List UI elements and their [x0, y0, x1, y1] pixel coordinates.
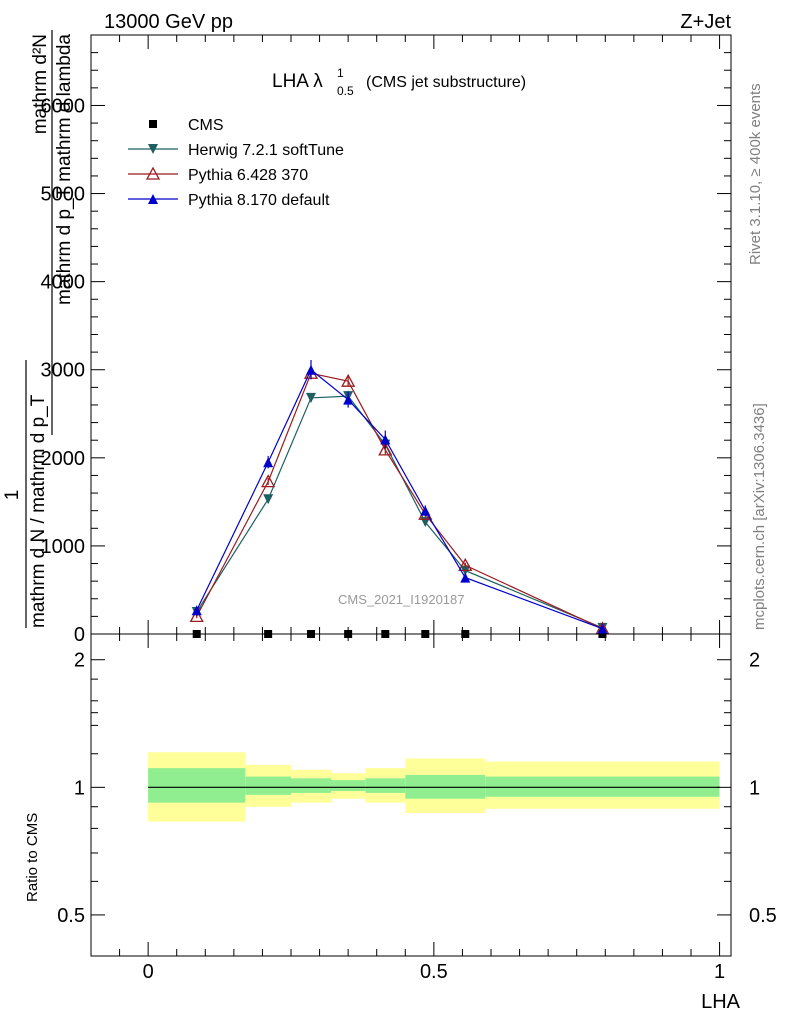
data-point — [420, 505, 431, 516]
main-ylabel: mathrm d²N mathrm d p_T mathrm d lambda … — [2, 30, 75, 628]
data-point — [306, 392, 316, 403]
legend-marker — [148, 194, 158, 204]
data-point — [263, 494, 274, 505]
legend-label: CMS — [188, 117, 224, 134]
ylabel-prefactor-bottom: mathrm d N / mathrm d p_T — [28, 394, 49, 628]
rivet-label: Rivet 3.1.10, ≥ 400k events — [747, 83, 764, 265]
series-line — [196, 368, 603, 630]
ratio-ytick-label-right: 1 — [749, 777, 760, 799]
ratio-xtick-label: 1 — [714, 961, 725, 983]
data-point — [263, 457, 274, 468]
data-point — [189, 609, 204, 623]
ratio-xtick-label: 0 — [143, 961, 154, 983]
legend-label: Pythia 6.428 370 — [188, 167, 308, 184]
data-point — [378, 442, 393, 456]
ratio-ytick-label-right: 2 — [749, 650, 760, 672]
main-ytick-label: 2000 — [41, 448, 86, 470]
series-3 — [191, 360, 608, 634]
chart-title: LHA λ — [272, 71, 323, 92]
legend-marker — [148, 144, 158, 154]
data-point — [460, 572, 471, 583]
ratio-ylabel: Ratio to CMS — [24, 813, 41, 902]
data-point — [597, 623, 608, 634]
ratio-frame — [90, 633, 732, 957]
legend-item: Herwig 7.2.1 softTune — [128, 142, 344, 159]
data-point — [343, 394, 354, 405]
ratio-band-inner — [485, 776, 720, 797]
legend-label: Herwig 7.2.1 softTune — [188, 142, 344, 159]
main-ytick-label: 0 — [74, 624, 85, 646]
data-point — [341, 373, 356, 387]
ratio-band-inner — [365, 778, 406, 793]
series-line — [196, 395, 603, 629]
ratio-ytick-label-right: 0.5 — [749, 905, 777, 927]
ratio-ytick-label-left: 2 — [74, 650, 85, 672]
main-ytick-label: 1000 — [41, 536, 86, 558]
ylabel-denominator: mathrm d p_T mathrm d lambda — [54, 34, 75, 305]
series-line — [196, 372, 603, 630]
data-point — [306, 364, 316, 375]
process-label: Z+Jet — [680, 11, 731, 33]
legend-marker — [145, 166, 161, 180]
legend-item: CMS — [149, 117, 224, 134]
ratio-bands — [148, 752, 720, 822]
ratio-ytick-label-left: 0.5 — [57, 905, 85, 927]
data-point — [380, 434, 391, 445]
chart-title-sub: 0.5 — [337, 84, 354, 98]
ratio-band-inner — [331, 780, 366, 792]
analysis-watermark: CMS_2021_I1920187 — [338, 592, 465, 607]
legend-item: Pythia 6.428 370 — [128, 166, 308, 184]
main-frame — [90, 34, 732, 635]
ratio-panel: 0.5 0.5 1 1 2 2 0 0.5 1 Ratio to CMS LHA — [24, 633, 777, 1013]
legend-item: Pythia 8.170 default — [128, 192, 330, 209]
x-axis-label: LHA — [701, 991, 741, 1013]
ylabel-prefactor-top: 1 — [2, 490, 23, 501]
legend-marker — [149, 120, 157, 128]
energy-label: 13000 GeV pp — [104, 11, 233, 33]
ratio-band-inner — [291, 778, 331, 793]
data-point — [458, 557, 473, 571]
ratio-xtick-label: 0.5 — [420, 961, 448, 983]
mcplots-label: mcplots.cern.ch [arXiv:1306.3436] — [751, 403, 768, 630]
ylabel-numerator: mathrm d²N — [30, 34, 51, 134]
chart-title-sup: 1 — [337, 66, 344, 80]
ratio-band-inner — [148, 768, 246, 803]
ratio-band-inner — [245, 776, 291, 795]
main-ytick-label: 3000 — [41, 360, 86, 382]
legend: CMS Herwig 7.2.1 softTune Pythia 6.428 370… — [128, 117, 344, 209]
ratio-axis-ticks: 0.5 0.5 1 1 2 2 0 0.5 1 — [57, 634, 777, 983]
data-point — [191, 605, 202, 616]
data-point — [261, 474, 276, 488]
ratio-ytick-label-left: 1 — [74, 777, 85, 799]
legend-label: Pythia 8.170 default — [188, 192, 330, 209]
chart-subtitle: (CMS jet substructure) — [366, 74, 526, 91]
